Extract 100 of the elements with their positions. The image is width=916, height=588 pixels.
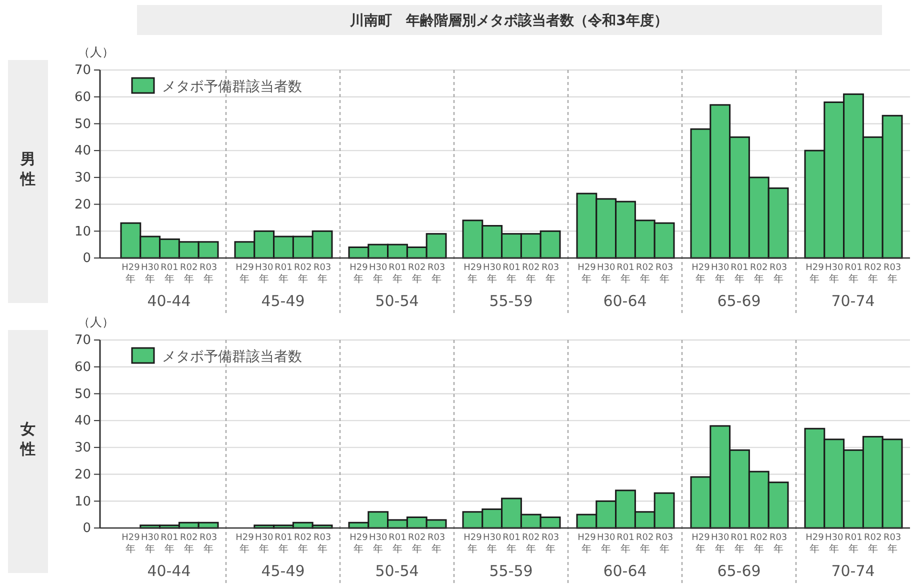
x-tick-label: H30年 bbox=[254, 263, 274, 285]
text: 60-64 bbox=[603, 562, 647, 580]
x-tick-label: H29年 bbox=[350, 263, 368, 285]
x-tick-label: H29年 bbox=[578, 263, 596, 285]
x-tick-label: R02年 bbox=[750, 533, 768, 555]
text: 65-69 bbox=[717, 562, 761, 580]
x-tick-label: R02年 bbox=[408, 263, 426, 285]
x-tick-label: H30年 bbox=[482, 533, 502, 555]
text: 50-54 bbox=[375, 562, 419, 580]
y-tick-label: 60 bbox=[74, 90, 91, 106]
y-tick-label: 10 bbox=[74, 494, 91, 510]
x-tick-label: R01年 bbox=[730, 533, 748, 555]
x-tick-label: R01年 bbox=[160, 533, 178, 555]
x-tick-label: H30年 bbox=[482, 263, 502, 285]
x-tick-label: R03年 bbox=[883, 533, 902, 555]
y-tick-label: 20 bbox=[74, 197, 91, 212]
y-tick-label: 50 bbox=[74, 386, 91, 402]
x-tick-label: H29年 bbox=[350, 533, 368, 555]
x-tick-label: H30年 bbox=[140, 533, 160, 555]
text: 55-59 bbox=[489, 292, 533, 310]
y-tick-label: 70 bbox=[74, 63, 91, 78]
x-tick-label: H30年 bbox=[368, 533, 388, 555]
y-tick-label: 30 bbox=[74, 440, 91, 456]
x-tick-label: H29年 bbox=[806, 533, 824, 555]
y-tick-label: 20 bbox=[74, 467, 91, 482]
x-tick-label: R03年 bbox=[883, 263, 902, 285]
x-tick-label: R03年 bbox=[769, 533, 788, 555]
x-tick-label: R03年 bbox=[655, 263, 674, 285]
x-tick-label: R02年 bbox=[294, 533, 312, 555]
y-tick-label: 30 bbox=[74, 170, 91, 186]
x-tick-label: H29年 bbox=[122, 263, 140, 285]
x-tick-label: R01年 bbox=[730, 263, 748, 285]
x-tick-label: R03年 bbox=[199, 263, 218, 285]
y-tick-label: 40 bbox=[74, 414, 91, 429]
y-tick-label: 40 bbox=[74, 144, 91, 159]
x-tick-label: R03年 bbox=[769, 263, 788, 285]
x-tick-label: H30年 bbox=[596, 263, 616, 285]
text: 60-64 bbox=[603, 292, 647, 310]
x-tick-label: H30年 bbox=[254, 533, 274, 555]
x-tick-label: H29年 bbox=[578, 533, 596, 555]
x-tick-label: R03年 bbox=[541, 263, 560, 285]
x-tick-label: H29年 bbox=[692, 533, 710, 555]
x-tick-label: H29年 bbox=[464, 533, 482, 555]
y-tick-label: 10 bbox=[74, 224, 91, 240]
x-tick-label: R02年 bbox=[864, 263, 882, 285]
x-tick-label: R03年 bbox=[427, 263, 446, 285]
y-tick-label: 60 bbox=[74, 360, 91, 376]
x-tick-label: R02年 bbox=[294, 263, 312, 285]
x-tick-label: H30年 bbox=[596, 533, 616, 555]
text: 70-74 bbox=[831, 292, 875, 310]
x-tick-label: H30年 bbox=[710, 533, 730, 555]
x-tick-label: H30年 bbox=[710, 263, 730, 285]
x-tick-label: R01年 bbox=[388, 533, 406, 555]
x-tick-label: R01年 bbox=[274, 533, 292, 555]
text: 70-74 bbox=[831, 562, 875, 580]
y-tick-label: 50 bbox=[74, 116, 91, 132]
text: 40-44 bbox=[147, 562, 191, 580]
x-tick-label: R02年 bbox=[636, 263, 654, 285]
x-tick-label: R01年 bbox=[388, 263, 406, 285]
x-tick-label: R01年 bbox=[616, 263, 634, 285]
y-tick-label: 0 bbox=[82, 251, 91, 266]
x-tick-label: H30年 bbox=[824, 263, 844, 285]
x-tick-label: H29年 bbox=[692, 263, 710, 285]
x-tick-label: H29年 bbox=[122, 533, 140, 555]
y-axis-title: （人） bbox=[78, 315, 114, 329]
x-tick-label: R01年 bbox=[616, 533, 634, 555]
x-tick-label: R03年 bbox=[427, 533, 446, 555]
x-tick-label: R01年 bbox=[844, 533, 862, 555]
x-tick-label: R02年 bbox=[180, 263, 198, 285]
x-tick-label: R01年 bbox=[844, 263, 862, 285]
x-tick-label: H30年 bbox=[140, 263, 160, 285]
x-tick-label: R03年 bbox=[541, 533, 560, 555]
text: 55-59 bbox=[489, 562, 533, 580]
y-axis-title: （人） bbox=[78, 45, 114, 59]
text: 40-44 bbox=[147, 292, 191, 310]
x-tick-label: R01年 bbox=[502, 263, 520, 285]
text: 男性 bbox=[20, 150, 36, 188]
x-tick-label: H29年 bbox=[464, 263, 482, 285]
text: 45-49 bbox=[261, 292, 305, 310]
x-tick-label: R01年 bbox=[160, 263, 178, 285]
x-tick-label: R02年 bbox=[750, 263, 768, 285]
x-tick-label: R02年 bbox=[864, 533, 882, 555]
x-tick-label: R02年 bbox=[180, 533, 198, 555]
x-tick-label: H29年 bbox=[236, 533, 254, 555]
x-tick-label: R02年 bbox=[408, 533, 426, 555]
legend-label: メタボ予備群該当者数 bbox=[162, 349, 302, 365]
text: 女性 bbox=[20, 420, 36, 458]
y-tick-label: 0 bbox=[82, 521, 91, 536]
x-tick-label: R03年 bbox=[199, 533, 218, 555]
x-tick-label: R01年 bbox=[274, 263, 292, 285]
x-tick-label: R01年 bbox=[502, 533, 520, 555]
y-tick-label: 70 bbox=[74, 333, 91, 348]
x-tick-label: R02年 bbox=[636, 533, 654, 555]
x-tick-label: H30年 bbox=[368, 263, 388, 285]
x-tick-label: H29年 bbox=[806, 263, 824, 285]
x-tick-label: R03年 bbox=[313, 533, 332, 555]
x-tick-label: R03年 bbox=[313, 263, 332, 285]
chart-title: 川南町 年齢階層別メタボ該当者数（令和3年度） bbox=[349, 12, 668, 29]
x-tick-label: R02年 bbox=[522, 533, 540, 555]
x-tick-label: R03年 bbox=[655, 533, 674, 555]
